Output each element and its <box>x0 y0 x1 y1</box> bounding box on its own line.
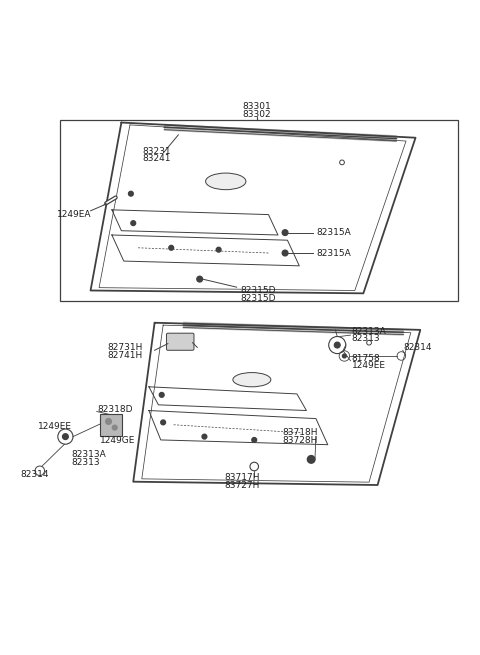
Circle shape <box>282 250 288 256</box>
Circle shape <box>159 392 164 397</box>
Text: 82313: 82313 <box>72 458 100 467</box>
Circle shape <box>106 419 111 424</box>
Text: 82313A: 82313A <box>72 450 107 459</box>
Text: 83241: 83241 <box>143 154 171 163</box>
Text: 82313A: 82313A <box>351 327 386 336</box>
Text: 1249EE: 1249EE <box>38 422 72 431</box>
Circle shape <box>307 456 315 463</box>
Circle shape <box>216 248 221 252</box>
Circle shape <box>131 221 136 225</box>
Text: 83718H: 83718H <box>283 428 318 438</box>
Text: 82313: 82313 <box>351 335 380 343</box>
Circle shape <box>169 246 174 250</box>
Circle shape <box>112 425 117 430</box>
Text: 1249EA: 1249EA <box>57 210 92 219</box>
FancyBboxPatch shape <box>167 333 194 350</box>
Text: 83302: 83302 <box>242 109 271 119</box>
Text: 82315A: 82315A <box>316 228 351 237</box>
Ellipse shape <box>205 173 246 190</box>
Text: 82315D: 82315D <box>240 293 276 303</box>
Text: 82315D: 82315D <box>240 286 276 295</box>
Text: 83717H: 83717H <box>225 474 260 482</box>
Text: 81758: 81758 <box>351 354 380 363</box>
Text: 82315A: 82315A <box>316 249 351 258</box>
Text: 83231: 83231 <box>143 147 171 155</box>
Ellipse shape <box>233 373 271 387</box>
Circle shape <box>62 434 68 440</box>
Text: 83301: 83301 <box>242 102 271 111</box>
Circle shape <box>202 434 207 439</box>
Text: 82741H: 82741H <box>107 350 143 360</box>
Text: 1249GE: 1249GE <box>100 436 135 445</box>
FancyBboxPatch shape <box>100 414 122 436</box>
Circle shape <box>161 420 166 424</box>
Text: 1249EE: 1249EE <box>351 362 385 371</box>
Circle shape <box>335 342 340 348</box>
Text: 82314: 82314 <box>21 470 49 479</box>
Bar <box>60 120 458 301</box>
Circle shape <box>342 354 346 358</box>
Text: 82314: 82314 <box>404 343 432 352</box>
Circle shape <box>282 230 288 235</box>
Circle shape <box>197 276 203 282</box>
Text: 83728H: 83728H <box>283 436 318 445</box>
Text: 82318D: 82318D <box>97 405 133 413</box>
Circle shape <box>129 191 133 196</box>
Text: 83727H: 83727H <box>225 481 260 490</box>
Circle shape <box>252 438 257 442</box>
Text: 82731H: 82731H <box>107 343 143 352</box>
